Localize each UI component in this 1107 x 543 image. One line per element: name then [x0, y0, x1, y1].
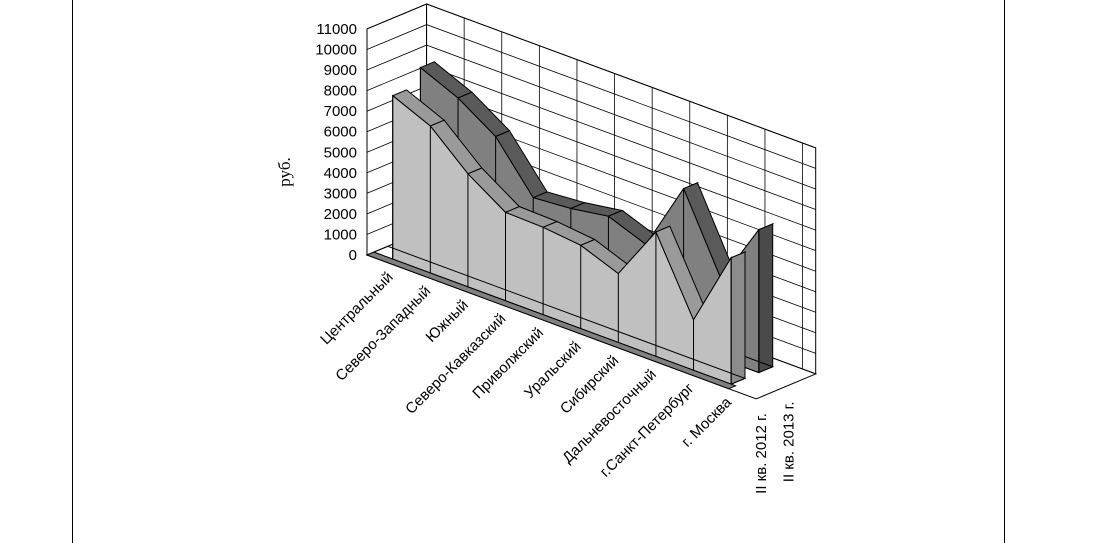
series-label: II кв. 2012 г.: [753, 413, 770, 494]
y-tick-label: 0: [349, 247, 357, 264]
y-tick-label: 2000: [324, 206, 357, 223]
gridline: [366, 24, 816, 169]
series-1: [372, 89, 747, 385]
y-tick-label: 5000: [324, 144, 357, 161]
y-tick-label: 7000: [324, 103, 357, 120]
chart-frame: [72, 0, 1005, 543]
gridline: [366, 3, 816, 149]
y-tick-label: 1000: [324, 226, 357, 243]
x-category-label: Северо-Кавказский: [402, 310, 509, 417]
y-tick-label: 8000: [324, 83, 357, 100]
x-category-label: Северо-Западный: [332, 283, 434, 385]
x-category-label: Дальневосточный: [559, 366, 660, 467]
y-tick-label: 3000: [324, 185, 357, 202]
y-tick-label: 4000: [324, 165, 357, 182]
gridline: [366, 44, 816, 190]
area-end: [730, 251, 746, 385]
series-label: II кв. 2013 г.: [781, 402, 798, 483]
y-tick-label: 11000: [316, 21, 357, 38]
area-end: [758, 223, 774, 374]
y-tick-label: 9000: [324, 62, 357, 79]
y-tick-label: 6000: [324, 124, 357, 141]
y-axis-title: руб.: [275, 157, 294, 186]
x-category-label: Южный: [423, 297, 472, 346]
x-category-label: г.Санкт-Петербург: [597, 380, 698, 481]
y-tick-label: 10000: [315, 42, 357, 59]
floor-band: [365, 251, 737, 390]
